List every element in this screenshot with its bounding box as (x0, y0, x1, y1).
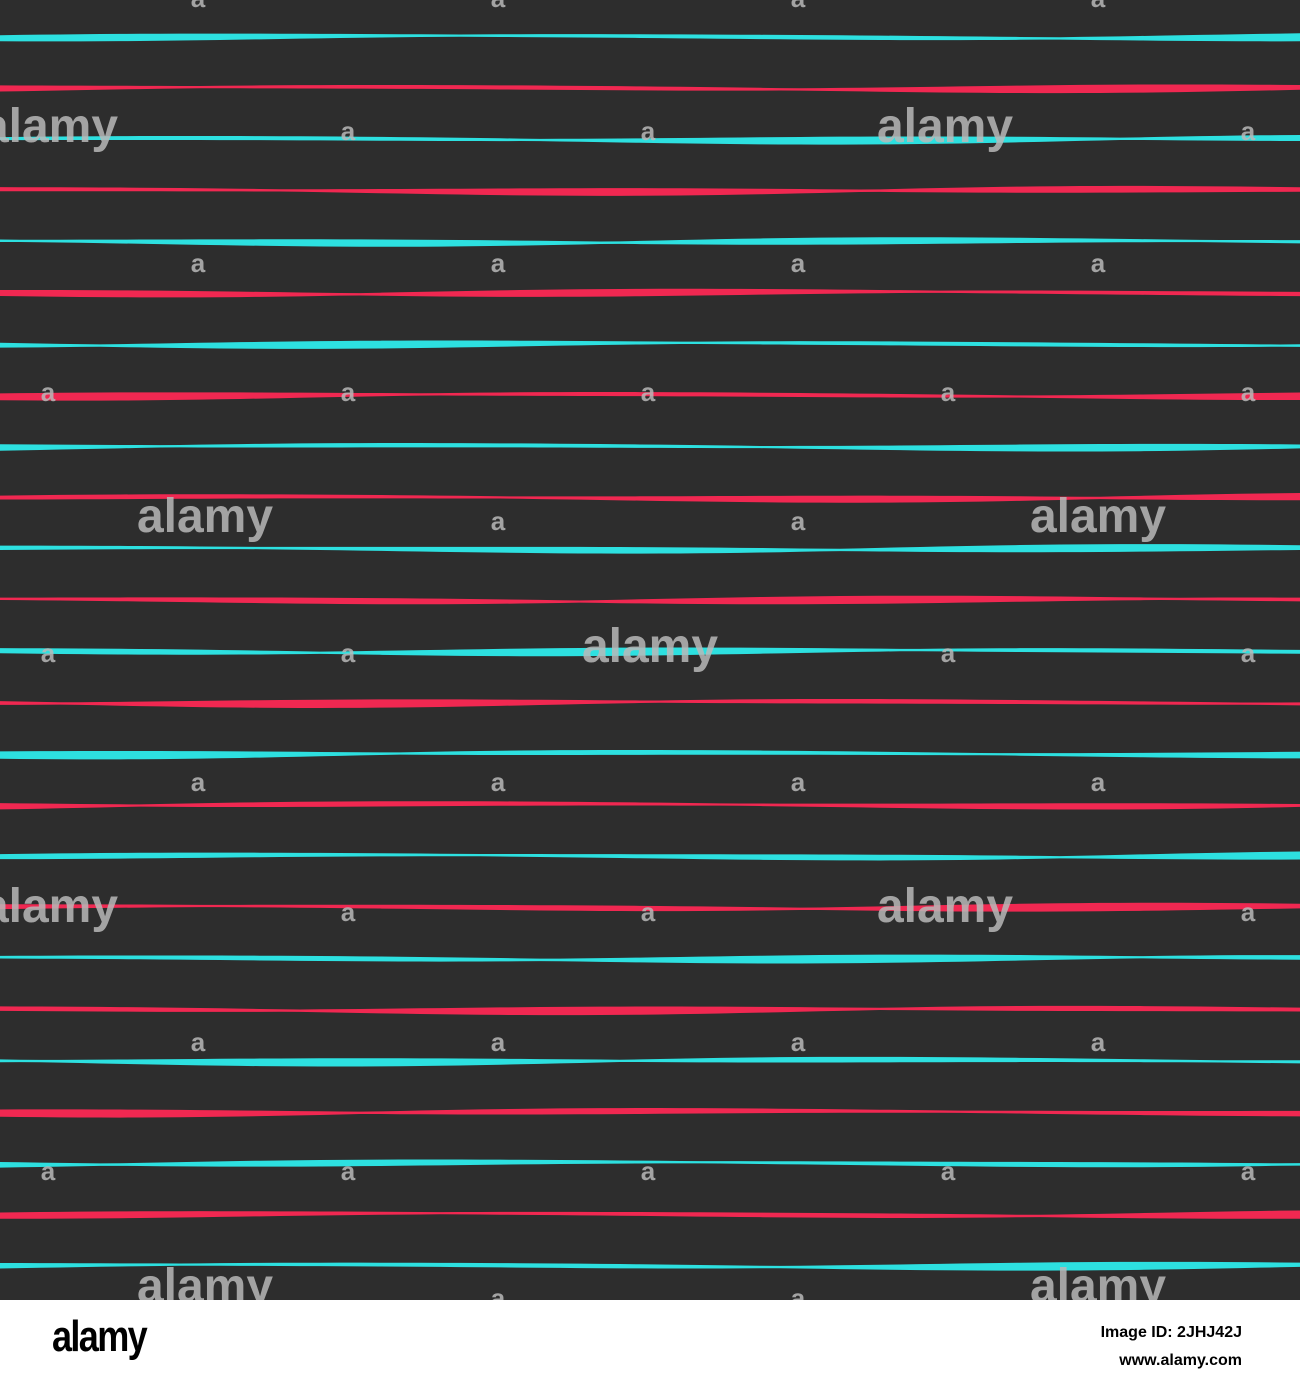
watermark-a-mark: a (491, 248, 506, 278)
watermark-a-mark: a (341, 897, 356, 927)
watermark-logo: alamy (0, 880, 118, 933)
watermark-a-mark: a (1091, 0, 1106, 13)
stripe-group (0, 33, 1300, 1271)
watermark-a-mark: a (491, 1027, 506, 1057)
stripe-cyan (0, 1261, 1300, 1271)
watermark-a-mark: a (41, 377, 56, 407)
watermark-a-mark: a (341, 116, 356, 146)
stock-footer-bar: alamy Image ID: 2JHJ42J www.alamy.com (0, 1300, 1300, 1390)
watermark-a-mark: a (191, 1027, 206, 1057)
watermark-a-mark: a (791, 506, 806, 536)
stripe-red (0, 493, 1300, 503)
watermark-logo: alamy (877, 100, 1013, 153)
stripe-red (0, 801, 1300, 810)
watermark-a-mark: a (1241, 377, 1256, 407)
site-url-label: www.alamy.com (1119, 1352, 1242, 1369)
stripe-cyan (0, 749, 1300, 760)
watermark-logo: alamy (877, 880, 1013, 933)
watermark-a-mark: a (1091, 767, 1106, 797)
stripe-cyan (0, 33, 1300, 42)
watermark-a-mark: a (491, 767, 506, 797)
watermark-a-mark: a (791, 0, 806, 13)
watermark-logo: alamy (582, 620, 718, 673)
stripe-red (0, 185, 1300, 196)
stripe-red (0, 698, 1300, 708)
watermark-a-mark: a (941, 1156, 956, 1186)
stripe-cyan (0, 647, 1300, 657)
watermark-a-mark: a (1091, 248, 1106, 278)
stripe-cyan (0, 237, 1300, 247)
footer-logo: alamy (52, 1312, 148, 1361)
watermark-a-mark: a (941, 377, 956, 407)
watermark-a-mark: a (641, 116, 656, 146)
watermark-a-mark: a (641, 1156, 656, 1186)
stripe-cyan (0, 340, 1300, 349)
striped-pattern-artwork: a a a a a a a a a a a a a a a a a a a a a a a a a a a a a a a a a a a a a a a a… (0, 0, 1300, 1300)
image-id-label: Image ID: 2JHJ42J (1100, 1324, 1242, 1341)
watermark-a-mark: a (791, 1027, 806, 1057)
stripe-cyan (0, 1056, 1300, 1067)
watermark-a-mark: a (41, 638, 56, 668)
stripe-red (0, 288, 1300, 298)
watermark-a-mark: a (941, 638, 956, 668)
stripe-cyan (0, 954, 1300, 964)
watermark-a-mark: a (791, 767, 806, 797)
watermark-group: a a a a a a a a a a a a a a a a a a a a a a a a a a a a a a a a a a a a a a a a… (0, 0, 1256, 1300)
watermark-a-mark: a (1241, 638, 1256, 668)
watermark-a-mark: a (641, 897, 656, 927)
stripe-red (0, 595, 1300, 605)
stripe-red (0, 902, 1300, 912)
stripe-red (0, 1108, 1300, 1118)
watermark-a-mark: a (191, 0, 206, 13)
watermark-logo: alamy (1030, 1260, 1166, 1300)
watermark-a-mark: a (191, 767, 206, 797)
stripe-red (0, 1005, 1300, 1016)
stripe-red (0, 84, 1300, 94)
stripe-cyan (0, 134, 1300, 145)
watermark-a-mark: a (191, 248, 206, 278)
watermark-a-mark: a (341, 1156, 356, 1186)
stripe-red (0, 392, 1300, 401)
watermark-a-mark: a (791, 248, 806, 278)
watermark-a-mark: a (1241, 897, 1256, 927)
watermark-a-mark: a (1241, 1156, 1256, 1186)
watermark-a-mark: a (791, 1283, 806, 1300)
stripe-cyan (0, 1159, 1300, 1168)
watermark-a-mark: a (1091, 1027, 1106, 1057)
watermark-a-mark: a (341, 377, 356, 407)
watermark-logo: alamy (137, 1260, 273, 1300)
watermark-a-mark: a (1241, 116, 1256, 146)
watermark-a-mark: a (491, 506, 506, 536)
watermark-a-mark: a (491, 0, 506, 13)
stripe-pattern-canvas: a a a a a a a a a a a a a a a a a a a a a a a a a a a a a a a a a a a a a a a a… (0, 0, 1300, 1300)
watermark-logo: alamy (137, 490, 273, 543)
stripe-cyan (0, 851, 1300, 861)
watermark-logo: alamy (0, 100, 118, 153)
stripe-red (0, 1210, 1300, 1219)
watermark-a-mark: a (341, 638, 356, 668)
watermark-a-mark: a (491, 1283, 506, 1300)
watermark-logo: alamy (1030, 490, 1166, 543)
stripe-cyan (0, 544, 1300, 554)
watermark-a-mark: a (641, 377, 656, 407)
stripe-cyan (0, 443, 1300, 452)
watermark-a-mark: a (41, 1156, 56, 1186)
